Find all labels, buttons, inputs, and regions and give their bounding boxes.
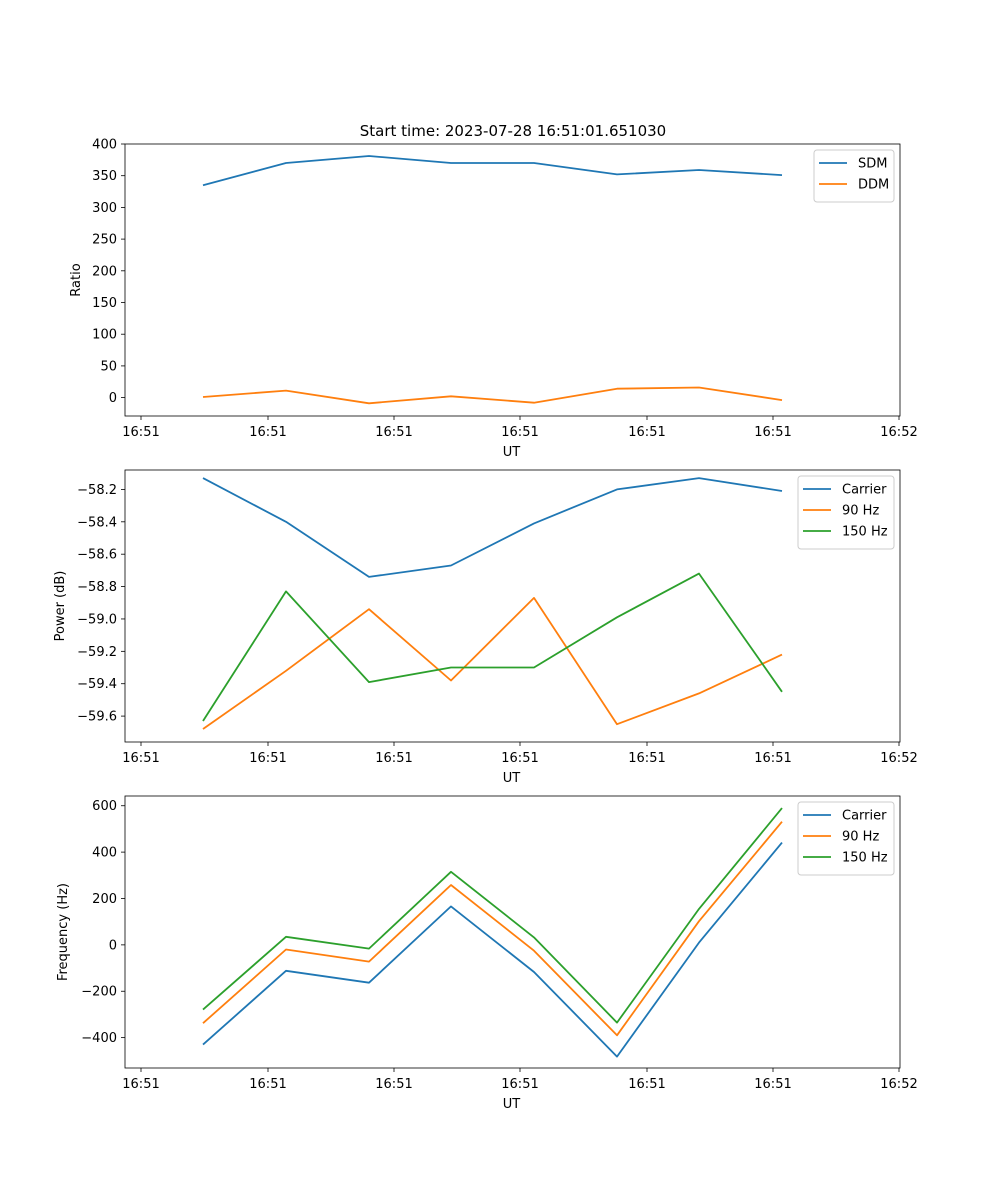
x-tick-label: 16:51 <box>754 425 791 440</box>
y-tick-label: −59.6 <box>77 710 117 725</box>
legend: Carrier 90 Hz 150 Hz <box>797 801 895 876</box>
series-line-carrier <box>202 477 783 578</box>
x-axis-label: UT <box>503 771 521 786</box>
x-tick-label: 16:51 <box>628 751 665 766</box>
y-tick-label: 150 <box>92 296 117 311</box>
x-tick-label: 16:51 <box>375 751 412 766</box>
x-tick-label: 16:51 <box>628 425 665 440</box>
y-tick-label: 350 <box>92 169 117 184</box>
series-line-sdm <box>202 155 783 187</box>
x-tick-label: 16:51 <box>249 1077 286 1092</box>
x-tick-label: 16:51 <box>375 425 412 440</box>
y-tick-label: 100 <box>92 328 117 343</box>
x-tick-label: 16:51 <box>628 1077 665 1092</box>
y-tick-label: −58.4 <box>77 515 117 530</box>
y-tick-label: −59.2 <box>77 645 117 660</box>
y-axis-label: Ratio <box>69 263 84 296</box>
x-tick-label: 16:51 <box>501 751 538 766</box>
series-line-90-hz <box>202 821 783 1037</box>
y-axis-label: Power (dB) <box>53 571 68 642</box>
y-tick-label: 300 <box>92 201 117 216</box>
x-tick-label: 16:51 <box>122 751 159 766</box>
legend: Carrier 90 Hz 150 Hz <box>797 475 895 550</box>
legend-label: DDM <box>858 178 889 193</box>
legend-label: 150 Hz <box>842 851 888 866</box>
y-tick-label: 200 <box>92 264 117 279</box>
series-line-150-hz <box>202 807 783 1024</box>
series-line-ddm <box>202 386 783 405</box>
series-line-carrier <box>202 842 783 1058</box>
x-tick-label: 16:51 <box>122 1077 159 1092</box>
y-tick-label: 250 <box>92 233 117 248</box>
y-tick-label: −59.4 <box>77 677 117 692</box>
x-tick-label: 16:51 <box>375 1077 412 1092</box>
y-tick-label: −400 <box>81 1031 117 1046</box>
y-tick-label: 0 <box>109 938 117 953</box>
y-tick-label: −58.8 <box>77 580 117 595</box>
plot-frame <box>124 795 901 1069</box>
legend-label: 150 Hz <box>842 525 888 540</box>
figure-title: Start time: 2023-07-28 16:51:01.651030 <box>360 122 666 140</box>
plot-frame <box>124 143 901 417</box>
y-tick-label: 50 <box>100 359 117 374</box>
y-tick-label: −58.6 <box>77 548 117 563</box>
legend-label: 90 Hz <box>842 504 879 519</box>
y-tick-label: −200 <box>81 985 117 1000</box>
legend-label: 90 Hz <box>842 830 879 845</box>
x-tick-label: 16:51 <box>249 425 286 440</box>
x-axis-label: UT <box>503 1097 521 1112</box>
x-tick-label: 16:51 <box>249 751 286 766</box>
chart-2: 16:51 16:51 16:51 16:51 16:51 16:51 16:52 UT −59… <box>53 469 918 786</box>
y-tick-label: 400 <box>92 846 117 861</box>
legend-label: Carrier <box>842 483 887 498</box>
x-tick-label: 16:51 <box>754 1077 791 1092</box>
chart-3: 16:51 16:51 16:51 16:51 16:51 16:51 16:52 UT −40… <box>56 795 918 1112</box>
x-tick-label: 16:51 <box>122 425 159 440</box>
y-tick-label: 200 <box>92 892 117 907</box>
legend-label: Carrier <box>842 809 887 824</box>
x-tick-label: 16:51 <box>501 425 538 440</box>
y-tick-label: 0 <box>109 391 117 406</box>
x-tick-label: 16:51 <box>754 751 791 766</box>
y-tick-label: −59.0 <box>77 612 117 627</box>
x-tick-label: 16:52 <box>880 751 917 766</box>
series-line-90-hz <box>202 597 783 730</box>
y-axis-label: Frequency (Hz) <box>56 883 71 981</box>
x-tick-label: 16:52 <box>880 1077 917 1092</box>
plots: 16:51 16:51 16:51 16:51 16:51 16:51 16:52 UT 0 50… <box>53 138 918 1113</box>
legend: SDM DDM <box>813 149 895 203</box>
chart-1: 16:51 16:51 16:51 16:51 16:51 16:51 16:52 UT 0 50… <box>69 138 918 461</box>
x-tick-label: 16:51 <box>501 1077 538 1092</box>
legend-label: SDM <box>858 157 887 172</box>
plot-frame <box>124 469 901 743</box>
y-tick-label: −58.2 <box>77 483 117 498</box>
y-tick-label: 400 <box>92 138 117 153</box>
series-line-150-hz <box>202 572 783 722</box>
x-axis-label: UT <box>503 445 521 460</box>
y-tick-label: 600 <box>92 799 117 814</box>
x-tick-label: 16:52 <box>880 425 917 440</box>
